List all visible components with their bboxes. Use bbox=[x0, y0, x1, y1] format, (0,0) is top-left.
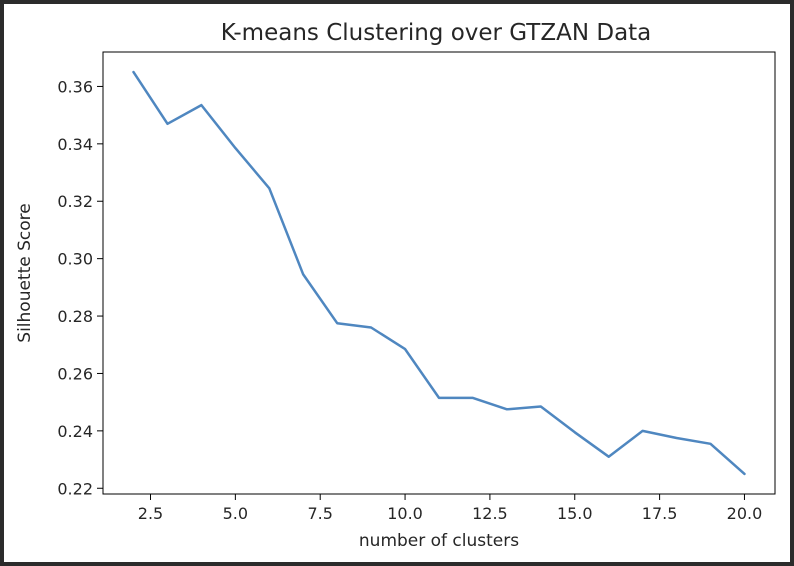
chart-figure: K-means Clustering over GTZAN Data 0.22 0… bbox=[4, 4, 790, 562]
x-tick-label: 17.5 bbox=[642, 504, 678, 523]
x-tick-label: 20.0 bbox=[727, 504, 763, 523]
x-axis-ticks: 2.5 5.0 7.5 10.0 12.5 15.0 17.5 20.0 bbox=[138, 494, 762, 523]
x-tick-label: 12.5 bbox=[472, 504, 508, 523]
line-chart: K-means Clustering over GTZAN Data 0.220… bbox=[15, 20, 776, 551]
y-tick-label: 0.36 bbox=[57, 77, 93, 96]
x-tick-label: 5.0 bbox=[223, 504, 248, 523]
chart-title: K-means Clustering over GTZAN Data bbox=[221, 20, 652, 46]
plot-area-frame bbox=[102, 51, 776, 495]
y-tick-label: 0.30 bbox=[57, 250, 93, 269]
x-tick-label: 15.0 bbox=[557, 504, 593, 523]
y-axis-ticks: 0.22 0.24 0.26 0.28 0.30 0.32 0.34 0.36 bbox=[57, 77, 103, 498]
x-axis-label: number of clusters bbox=[359, 531, 519, 551]
y-tick-label: 0.34 bbox=[57, 135, 93, 154]
y-tick-label: 0.26 bbox=[57, 364, 93, 383]
x-tick-label: 2.5 bbox=[138, 504, 163, 523]
x-tick-label: 7.5 bbox=[307, 504, 332, 523]
x-tick-label: 10.0 bbox=[387, 504, 423, 523]
y-tick-label: 0.32 bbox=[57, 192, 93, 211]
y-tick-label: 0.28 bbox=[57, 307, 93, 326]
series-line bbox=[132, 70, 746, 476]
y-tick-label: 0.24 bbox=[57, 422, 93, 441]
y-axis-label: Silhouette Score bbox=[15, 203, 35, 342]
y-tick-label: 0.22 bbox=[57, 479, 93, 498]
